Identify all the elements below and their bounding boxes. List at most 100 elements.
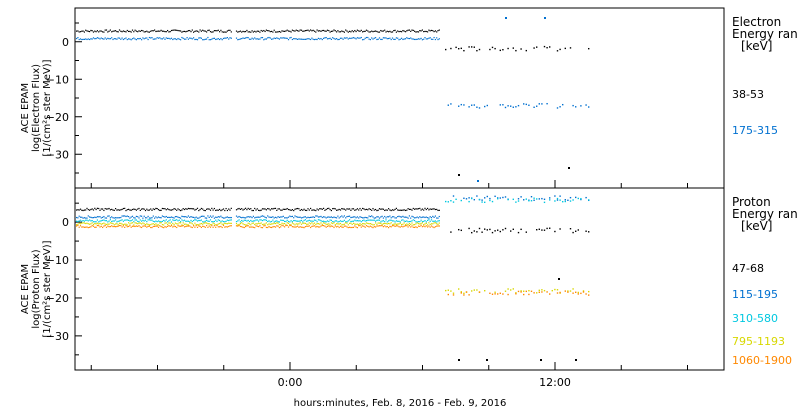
data-point — [507, 47, 509, 50]
data-point — [105, 29, 108, 31]
data-point — [321, 224, 323, 227]
data-point — [403, 30, 405, 32]
data-point — [217, 219, 219, 221]
data-point — [567, 290, 569, 292]
data-point — [220, 38, 222, 40]
data-point — [319, 219, 321, 221]
data-point — [316, 38, 318, 41]
data-point — [588, 231, 590, 233]
data-point — [286, 217, 288, 219]
data-point — [343, 223, 345, 225]
data-point — [336, 220, 338, 222]
data-point — [558, 278, 560, 280]
data-point — [384, 221, 386, 223]
data-point — [419, 29, 421, 32]
data-point — [96, 37, 98, 39]
data-point — [543, 201, 546, 204]
data-point — [421, 29, 423, 31]
data-point — [265, 38, 267, 40]
data-point — [315, 209, 317, 212]
data-point — [230, 216, 232, 219]
data-point — [434, 226, 436, 228]
panel-frame-0 — [74, 7, 725, 189]
data-point — [263, 223, 265, 225]
data-point — [225, 220, 227, 222]
data-point — [161, 220, 163, 223]
data-point — [515, 292, 517, 294]
data-point — [215, 216, 217, 218]
data-point — [333, 221, 335, 223]
data-point — [425, 225, 427, 227]
data-point — [512, 106, 514, 108]
data-point — [212, 215, 214, 217]
data-point — [291, 38, 293, 41]
data-point — [85, 38, 87, 40]
data-point — [417, 221, 420, 223]
data-point — [346, 221, 348, 223]
data-point — [569, 196, 572, 199]
data-point — [133, 224, 135, 226]
data-point — [89, 38, 91, 41]
data-point — [346, 222, 348, 224]
data-point — [375, 208, 377, 211]
data-point — [252, 209, 254, 212]
data-point — [330, 30, 332, 32]
data-point — [183, 30, 186, 33]
data-point — [154, 221, 156, 223]
data-point — [143, 225, 145, 227]
data-point — [230, 225, 232, 227]
data-point — [523, 293, 525, 296]
data-point — [181, 225, 183, 227]
data-point — [113, 220, 115, 222]
data-point — [81, 222, 83, 224]
data-point — [206, 31, 208, 33]
data-point — [497, 197, 499, 199]
data-point — [499, 104, 501, 106]
data-point — [393, 209, 395, 211]
data-point — [395, 37, 397, 39]
data-point — [363, 217, 365, 219]
data-point — [575, 359, 577, 361]
data-point — [169, 209, 171, 211]
data-point — [336, 209, 338, 211]
data-point — [198, 37, 200, 39]
data-point — [258, 226, 260, 228]
data-point — [209, 226, 212, 228]
data-point — [376, 209, 378, 212]
data-point — [494, 291, 496, 293]
data-point — [438, 29, 440, 31]
data-point — [468, 106, 470, 108]
y-axis-title: ACE EPAM — [20, 83, 31, 133]
data-point — [567, 199, 569, 201]
data-point — [452, 294, 455, 296]
data-point — [142, 225, 144, 227]
data-point — [402, 226, 404, 228]
data-point — [243, 217, 245, 219]
x-axis-title: hours:minutes, Feb. 8, 2016 - Feb. 9, 20… — [294, 398, 507, 409]
data-point — [213, 30, 215, 32]
data-point — [168, 220, 170, 222]
data-point — [564, 200, 566, 203]
data-point — [235, 215, 238, 217]
data-point — [82, 222, 84, 224]
data-point — [186, 30, 188, 32]
data-point — [300, 219, 303, 222]
data-point — [291, 221, 293, 223]
data-point — [312, 216, 314, 218]
data-point — [343, 215, 345, 217]
data-point — [239, 208, 241, 210]
data-point — [139, 30, 141, 32]
data-point — [499, 49, 501, 52]
data-point — [152, 30, 154, 32]
data-point — [432, 38, 434, 40]
data-point — [142, 30, 144, 32]
data-point — [388, 222, 390, 225]
data-point — [215, 224, 217, 226]
data-point — [484, 290, 486, 292]
legend-title: [keV] — [741, 219, 772, 233]
data-point — [423, 220, 425, 223]
data-point — [91, 222, 93, 224]
data-point — [89, 219, 91, 221]
data-point — [146, 217, 148, 219]
data-point — [324, 222, 326, 224]
